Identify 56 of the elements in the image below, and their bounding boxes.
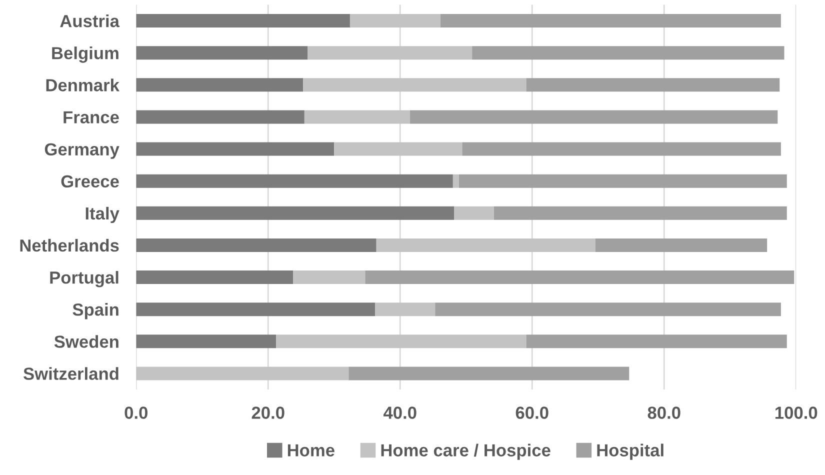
y-tick-label: Portugal bbox=[50, 270, 118, 288]
legend-label: Hospital bbox=[597, 444, 664, 460]
bar bbox=[136, 142, 334, 156]
bar bbox=[365, 270, 794, 284]
y-tick-label: Belgium bbox=[52, 46, 118, 63]
bar bbox=[375, 302, 436, 316]
legend-label: Home care / Hospice bbox=[381, 444, 550, 460]
bar bbox=[293, 270, 366, 284]
bar bbox=[136, 270, 294, 284]
x-tick-label: 40.0 bbox=[383, 406, 416, 419]
bar bbox=[472, 46, 784, 60]
legend-label: Home bbox=[288, 444, 334, 456]
bar bbox=[440, 14, 781, 28]
x-tick-label: 20.0 bbox=[252, 406, 284, 419]
bar bbox=[526, 334, 787, 348]
x-tick-label: 100.0 bbox=[776, 406, 818, 419]
bar bbox=[136, 14, 350, 28]
bar bbox=[136, 366, 349, 380]
bar bbox=[136, 174, 453, 188]
bar bbox=[595, 238, 768, 252]
y-tick-label: Netherlands bbox=[20, 238, 119, 252]
bar bbox=[136, 46, 308, 60]
x-tick-label: 80.0 bbox=[648, 406, 680, 419]
bar bbox=[350, 14, 440, 28]
y-tick-label: Austria bbox=[60, 14, 120, 28]
bar bbox=[462, 142, 781, 156]
y-tick-label: Germany bbox=[44, 143, 120, 159]
bar bbox=[348, 366, 630, 380]
bar bbox=[136, 206, 454, 220]
bar bbox=[136, 238, 376, 252]
y-tick-label: Spain bbox=[72, 303, 118, 320]
bar bbox=[410, 110, 778, 124]
bar bbox=[304, 110, 410, 124]
bar bbox=[276, 334, 526, 348]
y-tick-label: Greece bbox=[61, 175, 119, 188]
y-tick-label: Sweden bbox=[54, 335, 118, 348]
bar bbox=[452, 174, 459, 188]
y-tick-label: France bbox=[64, 111, 119, 124]
bar bbox=[136, 302, 376, 316]
y-tick-label: Denmark bbox=[46, 78, 120, 92]
bar bbox=[376, 238, 596, 252]
bar bbox=[136, 334, 276, 348]
x-tick-label: 0.0 bbox=[124, 406, 148, 419]
y-tick-label: Italy bbox=[86, 206, 120, 224]
bar bbox=[303, 78, 526, 92]
y-tick-label: Switzerland bbox=[23, 367, 118, 380]
bar bbox=[494, 206, 787, 220]
bar bbox=[435, 302, 781, 316]
bar bbox=[334, 142, 462, 156]
bar bbox=[136, 78, 304, 92]
bar bbox=[526, 78, 780, 92]
bar bbox=[308, 46, 472, 60]
x-tick-label: 60.0 bbox=[516, 406, 548, 419]
bar bbox=[454, 206, 494, 220]
bar bbox=[458, 174, 787, 188]
bar bbox=[136, 110, 304, 124]
